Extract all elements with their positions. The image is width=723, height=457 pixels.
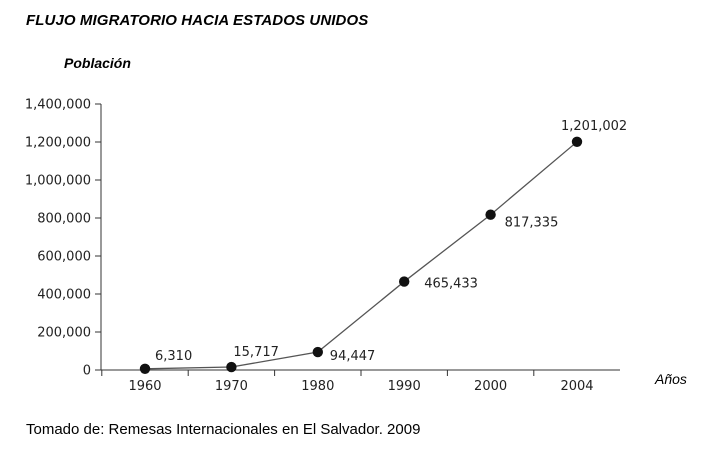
data-label: 817,335 [505,216,559,231]
y-tick-label: 0 [83,364,91,379]
y-tick-label: 800,000 [37,212,91,227]
data-label: 465,433 [424,277,478,292]
y-tick-label: 200,000 [37,326,91,341]
y-tick-label: 400,000 [37,288,91,303]
x-tick-label: 2004 [560,379,593,394]
data-point [399,276,410,287]
data-point [485,209,496,220]
data-point [139,363,151,375]
x-tick-label: 1960 [128,379,161,394]
x-axis-label: Años [655,371,687,387]
y-tick-label: 600,000 [37,250,91,265]
series-line [144,141,578,370]
x-tick-label: 1980 [301,379,334,394]
data-label: 6,310 [155,349,192,364]
data-point [571,136,583,148]
x-tick-label: 2000 [474,379,507,394]
y-axis-label: Población [64,55,131,71]
data-label: 1,201,002 [561,119,627,134]
y-tick-label: 1,400,000 [25,98,91,113]
data-label: 15,717 [233,345,279,360]
y-tick-label: 1,000,000 [25,174,91,189]
data-label: 94,447 [330,349,376,364]
data-point [226,361,237,373]
chart-title: FLUJO MIGRATORIO HACIA ESTADOS UNIDOS [26,12,369,29]
data-point [312,346,323,358]
source-note: Tomado de: Remesas Internacionales en El… [26,421,421,438]
x-tick-label: 1990 [388,379,421,394]
x-tick-label: 1970 [215,379,248,394]
y-tick-label: 1,200,000 [25,136,91,151]
